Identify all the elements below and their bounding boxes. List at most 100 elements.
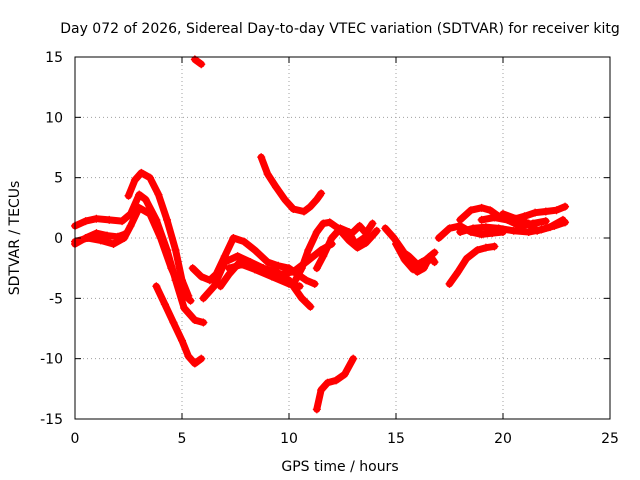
data-point: [130, 176, 139, 185]
data-point: [199, 294, 208, 303]
series-arc-13: [349, 219, 377, 238]
data-point: [233, 252, 242, 261]
data-point: [225, 264, 234, 273]
data-point: [413, 260, 422, 269]
data-point: [466, 206, 475, 215]
data-point: [477, 230, 486, 239]
series-arc-14: [257, 153, 326, 216]
data-point: [445, 224, 454, 233]
y-tick-label: 5: [54, 171, 63, 187]
data-point: [552, 206, 561, 215]
y-axis-title: SDTVAR / TECUs: [7, 181, 23, 296]
data-point: [473, 246, 482, 255]
data-point: [126, 221, 135, 230]
data-point: [295, 282, 304, 291]
data-point: [190, 359, 199, 368]
data-point: [319, 252, 328, 261]
data-point: [381, 224, 390, 233]
data-point: [456, 227, 465, 236]
data-point: [171, 246, 180, 255]
data-point: [404, 252, 413, 261]
data-point: [561, 202, 570, 211]
data-point: [237, 260, 246, 269]
data-point: [312, 405, 321, 414]
data-point: [280, 195, 289, 204]
series-line: [349, 220, 376, 237]
data-point: [368, 231, 377, 240]
y-tick-label: -10: [40, 352, 63, 368]
data-point: [137, 168, 146, 177]
data-point: [317, 386, 326, 395]
x-tick-label: 20: [494, 431, 512, 447]
data-point: [297, 264, 306, 273]
series-arc-8: [199, 252, 315, 311]
data-point: [524, 227, 533, 236]
data-point: [306, 302, 315, 311]
series-line: [313, 355, 357, 413]
data-point: [81, 217, 90, 226]
data-point: [229, 234, 238, 242]
data-point: [392, 240, 400, 249]
data-point: [167, 264, 176, 273]
y-tick-label: -5: [49, 291, 63, 307]
x-tick-label: 0: [71, 431, 80, 447]
data-point: [481, 243, 490, 252]
x-tick-label: 15: [387, 431, 405, 447]
series-arc-10: [225, 260, 304, 291]
data-point: [351, 240, 360, 249]
series-arc-5: [152, 282, 206, 368]
data-point: [197, 60, 206, 69]
data-point: [152, 282, 161, 291]
data-point: [188, 264, 197, 273]
x-tick-label: 10: [280, 431, 298, 447]
data-point: [205, 276, 214, 285]
data-point: [456, 215, 465, 224]
series-arc-20: [445, 242, 499, 288]
data-point: [190, 316, 199, 325]
data-point: [419, 264, 428, 273]
data-point: [469, 224, 478, 233]
data-point: [362, 229, 371, 238]
data-point: [274, 261, 283, 270]
data-point: [454, 267, 463, 276]
data-point: [336, 224, 345, 233]
data-point: [197, 354, 206, 363]
data-point: [477, 203, 486, 212]
data-point: [163, 215, 172, 224]
data-point: [250, 246, 259, 255]
data-point: [178, 336, 186, 345]
data-point: [541, 217, 550, 226]
data-point: [494, 224, 503, 233]
data-point: [499, 209, 507, 218]
data-point: [546, 223, 555, 232]
data-point: [323, 378, 332, 387]
data-point: [180, 303, 189, 312]
data-point: [135, 190, 144, 199]
series-arc-24: [499, 209, 567, 235]
data-point: [409, 265, 418, 274]
data-point: [178, 276, 186, 285]
data-point: [511, 214, 520, 223]
data-point: [490, 213, 499, 222]
data-point: [141, 195, 150, 204]
data-point: [430, 248, 439, 257]
data-point: [105, 215, 114, 224]
y-tick-label: 0: [54, 231, 63, 247]
data-point: [135, 203, 144, 212]
y-tick-label: 15: [45, 50, 63, 66]
data-point: [325, 218, 334, 227]
data-point: [421, 255, 430, 264]
data-point: [327, 234, 336, 242]
series-arc-4: [124, 168, 193, 300]
data-point: [541, 207, 550, 216]
data-point: [302, 276, 311, 285]
data-point: [289, 205, 298, 214]
series-arc-15: [312, 354, 358, 414]
data-point: [372, 226, 381, 235]
data-point: [389, 234, 398, 242]
x-tick-label: 5: [178, 431, 187, 447]
series-arc-12: [312, 224, 368, 273]
data-point: [220, 258, 229, 267]
y-tick-labels: -15 -10 -5 0 5 10 15: [40, 50, 63, 428]
data-point: [509, 226, 518, 235]
